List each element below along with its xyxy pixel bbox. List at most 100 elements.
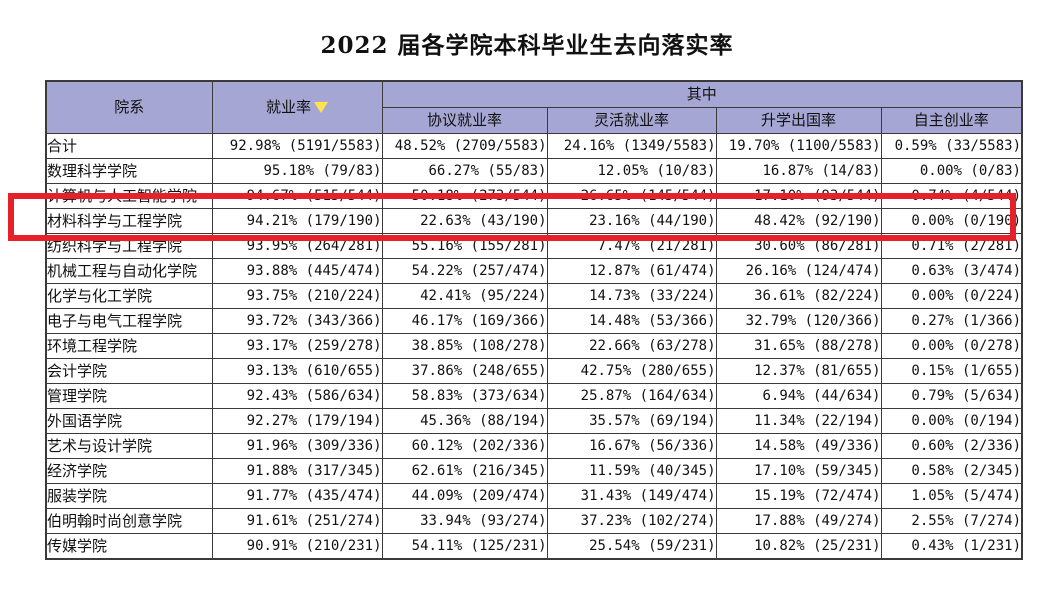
table-row: 机械工程与自动化学院 93.88% (445/474) 54.22% (257/…: [45, 258, 1023, 284]
contract-rate-cell: 42.41% (95/224): [381, 283, 548, 309]
table-row: 环境工程学院 93.17% (259/278) 38.85% (108/278)…: [45, 333, 1023, 359]
table-row: 传媒学院 90.91% (210/231) 54.11% (125/231) 2…: [45, 533, 1023, 560]
flexible-rate-cell: 37.23% (102/274): [546, 508, 717, 534]
employment-rate-cell: 93.13% (610/655): [211, 358, 383, 384]
employment-rate-label: 就业率: [265, 98, 311, 116]
flexible-rate-cell: 11.59% (40/345): [546, 458, 717, 484]
further-study-rate-cell: 17.10% (93/544): [715, 183, 882, 209]
flexible-rate-cell: 16.67% (56/336): [546, 433, 717, 459]
college-name-cell: 艺术与设计学院: [45, 433, 213, 459]
table-row: 伯明翰时尚创意学院 91.61% (251/274) 33.94% (93/27…: [45, 508, 1023, 534]
employment-rate-cell: 93.95% (264/281): [211, 233, 383, 259]
further-study-rate-cell: 30.60% (86/281): [715, 233, 882, 259]
college-name-cell: 电子与电气工程学院: [45, 308, 213, 334]
employment-rate-cell: 91.61% (251/274): [211, 508, 383, 534]
startup-rate-cell: 0.58% (2/345): [880, 458, 1023, 484]
table-row: 电子与电气工程学院 93.72% (343/366) 46.17% (169/3…: [45, 308, 1023, 334]
contract-rate-cell: 66.27% (55/83): [381, 158, 548, 184]
further-study-rate-cell: 32.79% (120/366): [715, 308, 882, 334]
further-study-rate-cell: 17.88% (49/274): [715, 508, 882, 534]
startup-rate-cell: 0.43% (1/231): [880, 533, 1023, 560]
further-study-rate-cell: 31.65% (88/278): [715, 333, 882, 359]
employment-rate-cell: 93.17% (259/278): [211, 333, 383, 359]
table-row: 艺术与设计学院 91.96% (309/336) 60.12% (202/336…: [45, 433, 1023, 459]
contract-rate-cell: 44.09% (209/474): [381, 483, 548, 509]
contract-rate-cell: 45.36% (88/194): [381, 408, 548, 434]
flexible-rate-cell: 31.43% (149/474): [546, 483, 717, 509]
college-name-cell: 材料科学与工程学院: [45, 208, 213, 234]
startup-rate-cell: 0.59% (33/5583): [880, 133, 1023, 159]
employment-rate-cell: 90.91% (210/231): [211, 533, 383, 560]
college-name-cell: 管理学院: [45, 383, 213, 409]
flexible-rate-cell: 24.16% (1349/5583): [546, 133, 717, 159]
startup-rate-cell: 2.55% (7/274): [880, 508, 1023, 534]
flexible-rate-cell: 14.48% (53/366): [546, 308, 717, 334]
col-header-among-group: 其中: [381, 80, 1023, 108]
contract-rate-cell: 22.63% (43/190): [381, 208, 548, 234]
college-name-cell: 数理科学学院: [45, 158, 213, 184]
contract-rate-cell: 33.94% (93/274): [381, 508, 548, 534]
employment-rate-cell: 91.77% (435/474): [211, 483, 383, 509]
flexible-rate-cell: 35.57% (69/194): [546, 408, 717, 434]
contract-rate-cell: 60.12% (202/336): [381, 433, 548, 459]
flexible-rate-cell: 25.87% (164/634): [546, 383, 717, 409]
sort-desc-triangle-icon[interactable]: [314, 102, 328, 113]
further-study-rate-cell: 36.61% (82/224): [715, 283, 882, 309]
startup-rate-cell: 1.05% (5/474): [880, 483, 1023, 509]
page-title: 2022 届各学院本科毕业生去向落实率: [320, 32, 734, 59]
table-row: 纺织科学与工程学院 93.95% (264/281) 55.16% (155/2…: [45, 233, 1023, 259]
col-header-contract-rate: 协议就业率: [381, 107, 548, 134]
employment-table: 院系 就业率 其中 协议就业率 灵活就业率 升学出国率 自主创业率 合计 92.…: [45, 80, 1023, 560]
college-name-cell: 纺织科学与工程学院: [45, 233, 213, 259]
contract-rate-cell: 50.18% (273/544): [381, 183, 548, 209]
flexible-rate-cell: 25.54% (59/231): [546, 533, 717, 560]
contract-rate-cell: 54.11% (125/231): [381, 533, 548, 560]
table-row: 合计 92.98% (5191/5583) 48.52% (2709/5583)…: [45, 133, 1023, 159]
employment-rate-cell: 93.88% (445/474): [211, 258, 383, 284]
contract-rate-cell: 54.22% (257/474): [381, 258, 548, 284]
table-body: 合计 92.98% (5191/5583) 48.52% (2709/5583)…: [45, 133, 1023, 560]
college-name-cell: 化学与化工学院: [45, 283, 213, 309]
contract-rate-cell: 62.61% (216/345): [381, 458, 548, 484]
col-header-startup-rate: 自主创业率: [880, 107, 1023, 134]
employment-rate-cell: 91.88% (317/345): [211, 458, 383, 484]
employment-rate-cell: 94.67% (515/544): [211, 183, 383, 209]
col-header-further-study-rate: 升学出国率: [715, 107, 882, 134]
table-row: 数理科学学院 95.18% (79/83) 66.27% (55/83) 12.…: [45, 158, 1023, 184]
flexible-rate-cell: 7.47% (21/281): [546, 233, 717, 259]
further-study-rate-cell: 11.34% (22/194): [715, 408, 882, 434]
startup-rate-cell: 0.00% (0/278): [880, 333, 1023, 359]
header-row-sub: 协议就业率 灵活就业率 升学出国率 自主创业率: [46, 107, 1023, 134]
contract-rate-cell: 46.17% (169/366): [381, 308, 548, 334]
college-name-cell: 机械工程与自动化学院: [45, 258, 213, 284]
table-row: 化学与化工学院 93.75% (210/224) 42.41% (95/224)…: [45, 283, 1023, 309]
employment-rate-cell: 92.98% (5191/5583): [211, 133, 383, 159]
contract-rate-cell: 58.83% (373/634): [381, 383, 548, 409]
further-study-rate-cell: 6.94% (44/634): [715, 383, 882, 409]
flexible-rate-cell: 12.05% (10/83): [546, 158, 717, 184]
college-name-cell: 环境工程学院: [45, 333, 213, 359]
college-name-cell: 伯明翰时尚创意学院: [45, 508, 213, 534]
further-study-rate-cell: 10.82% (25/231): [715, 533, 882, 560]
further-study-rate-cell: 19.70% (1100/5583): [715, 133, 882, 159]
col-header-employment-rate[interactable]: 就业率: [211, 80, 383, 134]
contract-rate-cell: 55.16% (155/281): [381, 233, 548, 259]
employment-rate-cell: 92.27% (179/194): [211, 408, 383, 434]
flexible-rate-cell: 14.73% (33/224): [546, 283, 717, 309]
further-study-rate-cell: 12.37% (81/655): [715, 358, 882, 384]
further-study-rate-cell: 15.19% (72/474): [715, 483, 882, 509]
contract-rate-cell: 48.52% (2709/5583): [381, 133, 548, 159]
further-study-rate-cell: 48.42% (92/190): [715, 208, 882, 234]
startup-rate-cell: 0.27% (1/366): [880, 308, 1023, 334]
contract-rate-cell: 38.85% (108/278): [381, 333, 548, 359]
startup-rate-cell: 0.00% (0/194): [880, 408, 1023, 434]
college-name-cell: 传媒学院: [45, 533, 213, 560]
table-row: 服装学院 91.77% (435/474) 44.09% (209/474) 3…: [45, 483, 1023, 509]
college-name-cell: 计算机与人工智能学院: [45, 183, 213, 209]
college-name-cell: 合计: [45, 133, 213, 159]
employment-rate-cell: 93.72% (343/366): [211, 308, 383, 334]
college-name-cell: 外国语学院: [45, 408, 213, 434]
further-study-rate-cell: 16.87% (14/83): [715, 158, 882, 184]
flexible-rate-cell: 12.87% (61/474): [546, 258, 717, 284]
further-study-rate-cell: 17.10% (59/345): [715, 458, 882, 484]
